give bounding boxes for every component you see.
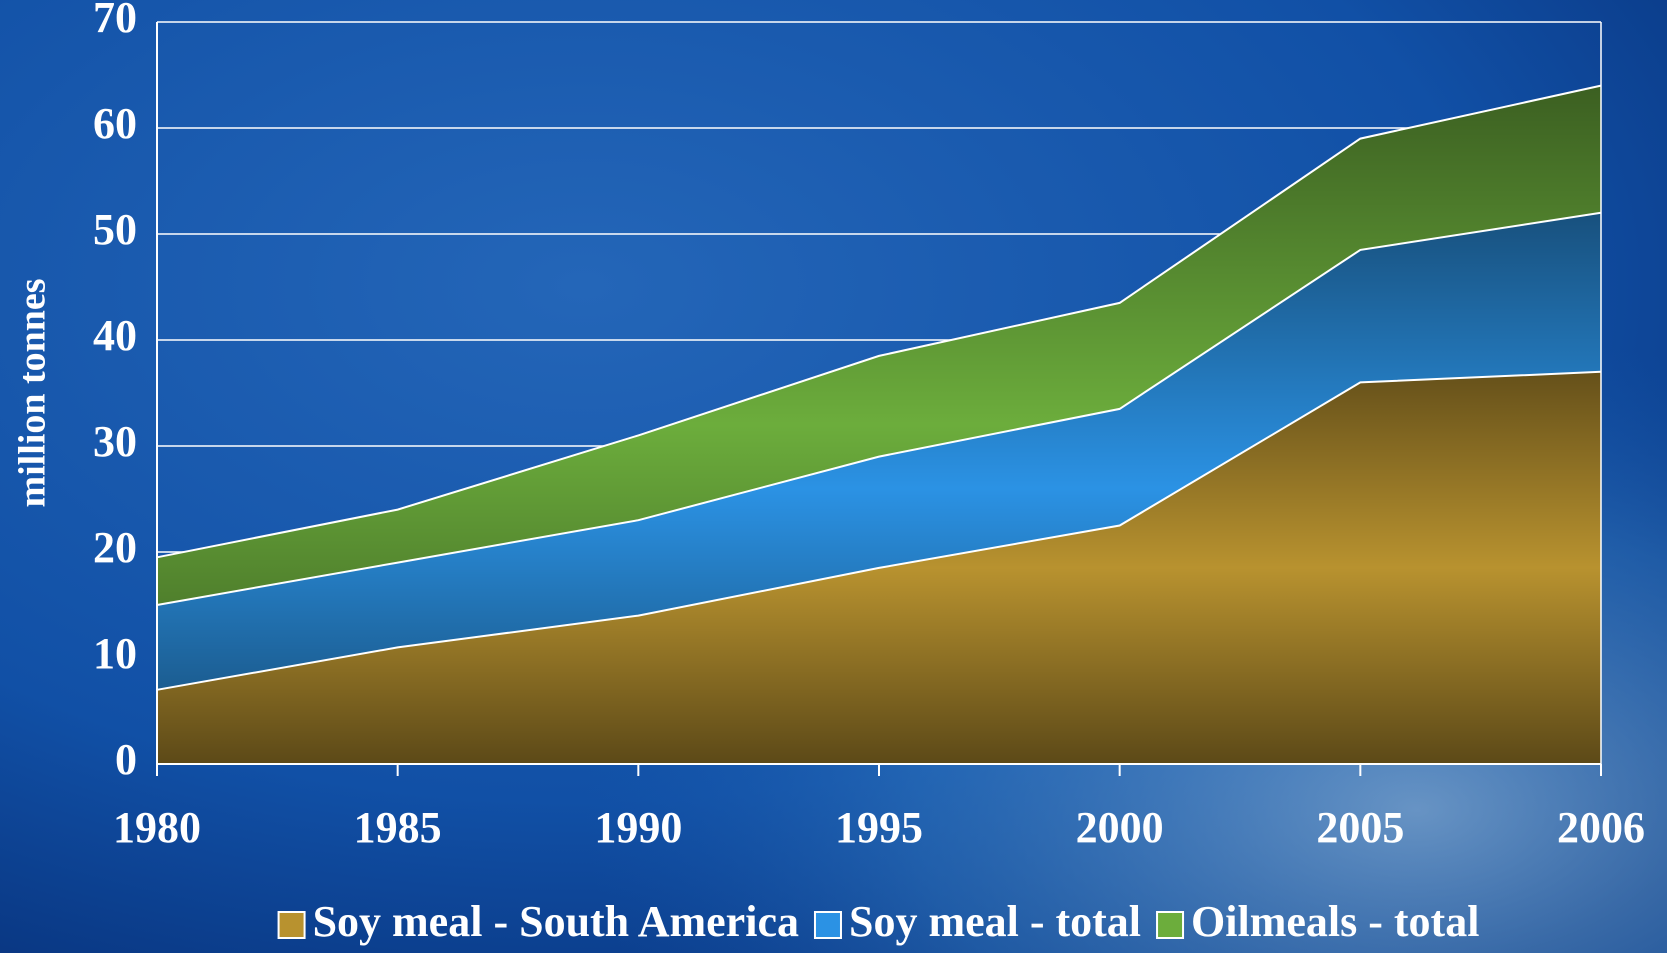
legend-label: Soy meal - South America	[313, 897, 799, 946]
y-axis-label: million tonnes	[12, 278, 54, 507]
legend-swatch	[277, 911, 306, 939]
x-tick-label: 1985	[354, 803, 442, 852]
y-tick-label: 70	[93, 0, 137, 42]
x-tick-label: 2000	[1076, 803, 1164, 852]
legend-swatch	[1156, 911, 1185, 939]
y-tick-label: 60	[93, 99, 137, 148]
y-tick-label: 50	[93, 205, 137, 254]
x-tick-label: 1980	[113, 803, 201, 852]
area-edge	[156, 211, 1602, 606]
y-tick-label: 10	[93, 629, 137, 678]
area-edge	[156, 370, 1602, 691]
area-edge	[156, 84, 1602, 559]
y-tick-label: 30	[93, 417, 137, 466]
legend-swatch	[813, 911, 842, 939]
y-tick-label: 0	[115, 735, 137, 784]
x-tick-label: 1995	[835, 803, 923, 852]
y-tick-label: 20	[93, 523, 137, 572]
x-tick-label: 1990	[594, 803, 682, 852]
legend-label: Oilmeals - total	[1191, 897, 1479, 946]
x-tick-label: 2006	[1557, 803, 1645, 852]
x-tick-label: 2005	[1316, 803, 1404, 852]
legend-label: Soy meal - total	[849, 897, 1141, 946]
y-tick-label: 40	[93, 311, 137, 360]
plot-area	[156, 21, 1602, 765]
